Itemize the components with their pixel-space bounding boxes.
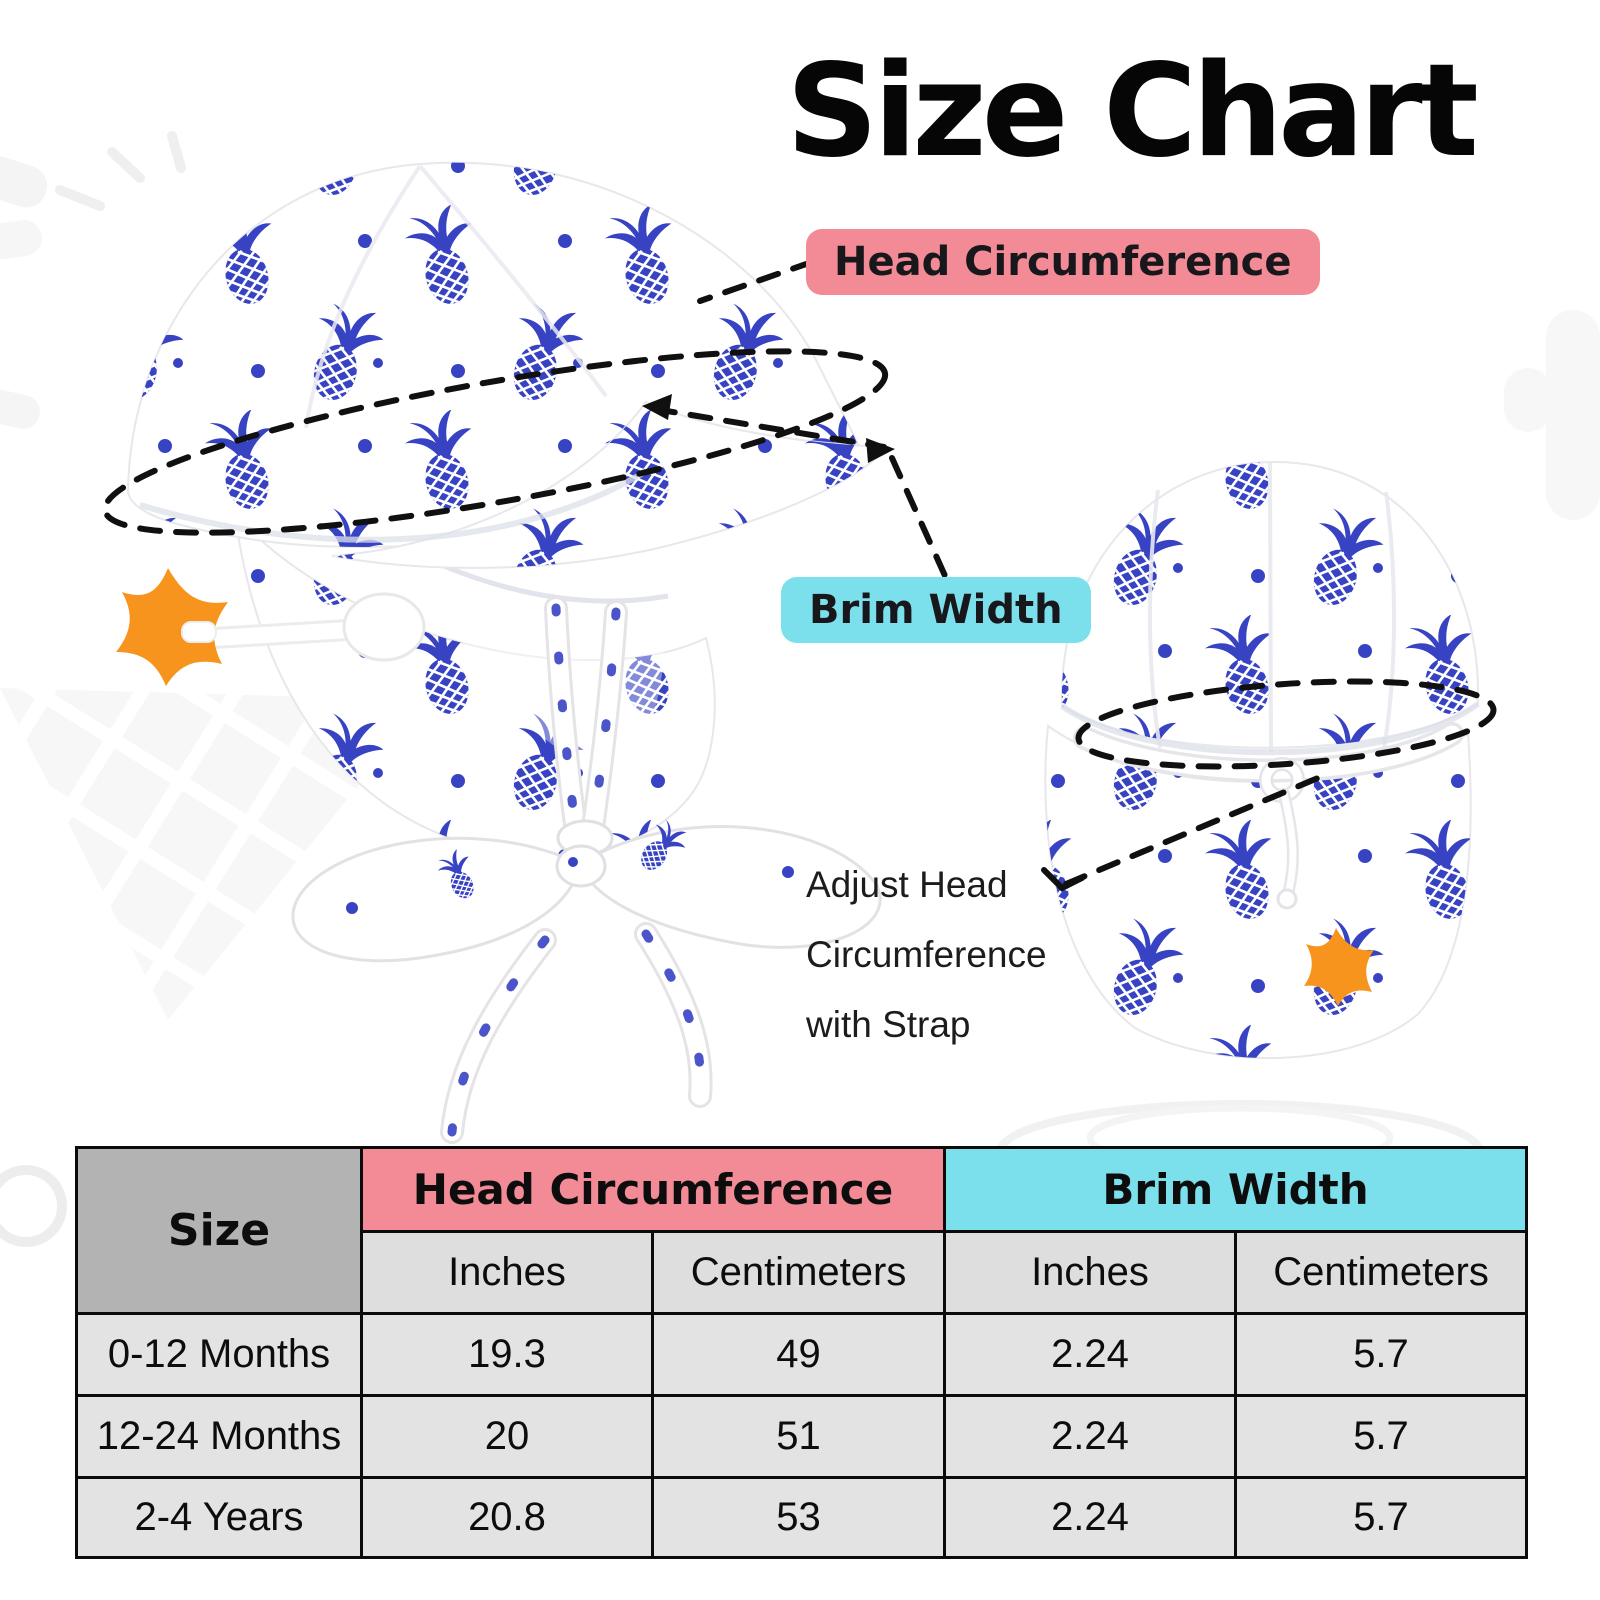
page-title: Size Chart bbox=[786, 37, 1479, 186]
chin-strap-bow bbox=[291, 596, 882, 1144]
head-circumference-label: Head Circumference bbox=[806, 229, 1320, 295]
cell-hc-inches: 20.8 bbox=[360, 1476, 654, 1559]
head-circumference-ellipse-large bbox=[101, 348, 889, 536]
cell-bw-inches: 2.24 bbox=[943, 1476, 1237, 1559]
brim-label-connector bbox=[889, 455, 949, 581]
cell-hc-centimeters: 49 bbox=[651, 1312, 946, 1397]
small-hat-illustration bbox=[1044, 460, 1480, 1060]
cactus-doodle bbox=[1504, 310, 1600, 520]
adjustable-strap bbox=[1073, 722, 1464, 910]
table-unit-header-row: Inches Centimeters Inches Centimeters bbox=[77, 1230, 1528, 1315]
cell-hc-inches: 19.3 bbox=[360, 1312, 654, 1397]
row-size-label: 12-24 Months bbox=[75, 1394, 363, 1479]
row-size-label: 2-4 Years bbox=[75, 1476, 363, 1559]
cell-bw-centimeters: 5.7 bbox=[1234, 1476, 1528, 1559]
cell-bw-centimeters: 5.7 bbox=[1234, 1394, 1528, 1479]
row-size-label: 0-12 Months bbox=[75, 1312, 363, 1397]
cell-bw-centimeters: 5.7 bbox=[1234, 1312, 1528, 1397]
cell-hc-centimeters: 51 bbox=[651, 1394, 946, 1479]
cell-bw-inches: 2.24 bbox=[943, 1394, 1237, 1479]
head-circumference-ellipse-small bbox=[1075, 678, 1497, 770]
orange-toggle-icon bbox=[1304, 928, 1374, 1006]
label-connector-line bbox=[697, 259, 815, 304]
unit-header-hc-inches: Inches bbox=[360, 1230, 654, 1315]
measurement-annotations bbox=[101, 259, 1497, 892]
size-table: Size Head Circumference Brim Width Inche… bbox=[75, 1146, 1528, 1559]
adjust-note-line-2: Circumference bbox=[806, 934, 1047, 975]
adjust-strap-line bbox=[1063, 775, 1321, 887]
ice-cream-cone-doodle bbox=[0, 688, 428, 1020]
table-row: 12-24 Months 20 51 2.24 5.7 bbox=[75, 1394, 1528, 1479]
big-hat-illustration bbox=[116, 161, 891, 1144]
cell-hc-centimeters: 53 bbox=[651, 1476, 946, 1559]
table-header-brim-width: Brim Width bbox=[943, 1146, 1528, 1233]
table-corner-size: Size bbox=[75, 1146, 363, 1315]
adjust-strap-note: Adjust Head Circumference with Strap bbox=[806, 850, 1047, 1060]
adjust-note-line-1: Adjust Head bbox=[806, 864, 1008, 905]
adjust-note-line-3: with Strap bbox=[806, 1004, 971, 1045]
table-row: 0-12 Months 19.3 49 2.24 5.7 bbox=[75, 1312, 1528, 1397]
unit-header-bw-centimeters: Centimeters bbox=[1234, 1230, 1528, 1315]
table-group-header-row: Size Head Circumference Brim Width bbox=[75, 1146, 1528, 1315]
table-row: 2-4 Years 20.8 53 2.24 5.7 bbox=[75, 1476, 1528, 1559]
unit-header-bw-inches: Inches bbox=[943, 1230, 1237, 1315]
table-header-head-circumference: Head Circumference bbox=[360, 1146, 946, 1233]
brim-width-label: Brim Width bbox=[781, 577, 1091, 643]
brim-width-arrow bbox=[652, 406, 887, 450]
cell-hc-inches: 20 bbox=[360, 1394, 654, 1479]
unit-header-hc-centimeters: Centimeters bbox=[651, 1230, 946, 1315]
cell-bw-inches: 2.24 bbox=[943, 1312, 1237, 1397]
star-toggle-icon bbox=[116, 568, 426, 686]
